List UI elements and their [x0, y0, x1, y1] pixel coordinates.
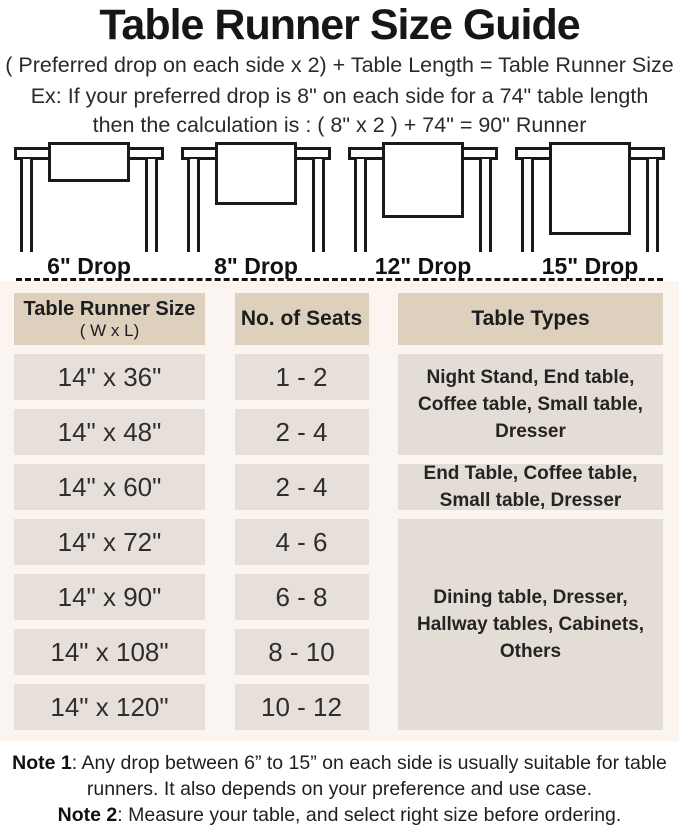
table-leg-right	[479, 159, 492, 252]
dashed-divider	[16, 278, 663, 281]
table-leg-right	[312, 159, 325, 252]
header-runner-size: Table Runner Size ( W x L)	[14, 293, 205, 345]
types-cell-medium-tables: End Table, Coffee table, Small table, Dr…	[398, 463, 663, 511]
note-1-text: : Any drop between 6” to 15” on each sid…	[71, 752, 667, 800]
types-cell-large-tables: Dining table, Dresser, Hallway tables, C…	[398, 519, 663, 730]
note-1-label: Note 1	[12, 752, 72, 774]
runner-drape	[549, 142, 631, 235]
seats-cell-5: 6 - 8	[234, 574, 369, 620]
seats-cell-7: 10 - 12	[234, 684, 369, 730]
intro-text: ( Preferred drop on each side x 2) + Tab…	[0, 50, 679, 140]
seats-cell-6: 8 - 10	[234, 629, 369, 675]
size-cell-14x36: 14" x 36"	[14, 354, 205, 400]
example-line-1: Ex: If your preferred drop is 8" on each…	[30, 84, 649, 108]
note-1: Note 1: Any drop between 6” to 15” on ea…	[4, 750, 675, 802]
size-guide-table: Table Runner Size ( W x L) No. of Seats …	[0, 281, 679, 741]
note-2-text: : Measure your table, and select right s…	[117, 804, 622, 826]
table-leg-left	[521, 159, 534, 252]
runner-drape	[215, 142, 297, 205]
seats-cell-4: 4 - 6	[234, 519, 369, 565]
page-title: Table Runner Size Guide	[99, 1, 580, 49]
notes-section: Note 1: Any drop between 6” to 15” on ea…	[0, 741, 679, 828]
drop-label: 12" Drop	[374, 253, 472, 279]
header-runner-size-title: Table Runner Size	[23, 298, 196, 320]
drop-diagrams: 6" Drop 8" Drop 12" Drop 15" Drop	[0, 140, 679, 280]
header-runner-size-sub: ( W x L)	[79, 321, 140, 340]
table-leg-left	[20, 159, 33, 252]
drop-label: 6" Drop	[47, 253, 131, 279]
table-leg-right	[145, 159, 158, 252]
drop-label: 8" Drop	[214, 253, 298, 279]
size-cell-14x120: 14" x 120"	[14, 684, 205, 730]
formula-line: ( Preferred drop on each side x 2) + Tab…	[5, 53, 674, 77]
table-diagram-15in-drop: 15" Drop	[515, 142, 665, 280]
runner-drape	[382, 142, 464, 218]
table-leg-left	[187, 159, 200, 252]
size-cell-14x48: 14" x 48"	[14, 409, 205, 455]
seats-cell-3: 2 - 4	[234, 464, 369, 510]
example-line-2: then the calculation is : ( 8" x 2 ) + 7…	[92, 113, 587, 137]
runner-drape	[48, 142, 130, 182]
header-seats: No. of Seats	[234, 293, 369, 345]
table-diagram-8in-drop: 8" Drop	[181, 142, 331, 280]
table-diagram-6in-drop: 6" Drop	[14, 142, 164, 280]
types-cell-small-tables: Night Stand, End table, Coffee table, Sm…	[398, 354, 663, 455]
size-cell-14x60: 14" x 60"	[14, 464, 205, 510]
size-cell-14x72: 14" x 72"	[14, 519, 205, 565]
note-2-label: Note 2	[57, 804, 118, 826]
drop-label: 15" Drop	[541, 253, 639, 279]
table-leg-left	[354, 159, 367, 252]
header-table-types: Table Types	[398, 293, 663, 345]
seats-cell-2: 2 - 4	[234, 409, 369, 455]
seats-cell-1: 1 - 2	[234, 354, 369, 400]
table-diagram-12in-drop: 12" Drop	[348, 142, 498, 280]
size-cell-14x108: 14" x 108"	[14, 629, 205, 675]
note-2: Note 2: Measure your table, and select r…	[4, 802, 675, 828]
table-leg-right	[646, 159, 659, 252]
size-cell-14x90: 14" x 90"	[14, 574, 205, 620]
